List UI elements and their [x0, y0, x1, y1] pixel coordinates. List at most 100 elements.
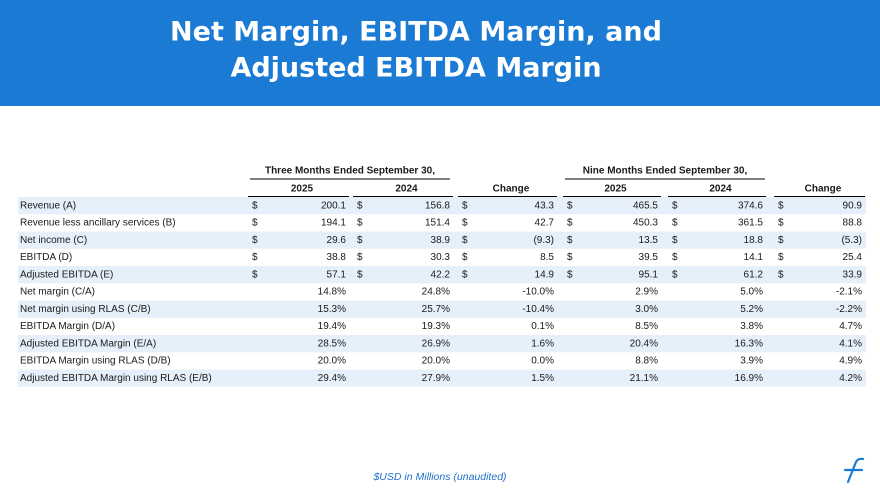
currency-symbol: $	[462, 269, 468, 280]
row-label: Adjusted EBITDA Margin (E/A)	[20, 338, 156, 349]
column-header: 2024	[395, 184, 418, 195]
cell-value: 4.7%	[839, 321, 862, 332]
cell-value: -2.1%	[836, 287, 862, 298]
cell-value: 18.8	[744, 235, 764, 246]
cell-value: 20.0%	[318, 356, 346, 367]
cell-value: 194.1	[321, 218, 346, 229]
row-label: Revenue less ancillary services (B)	[20, 218, 176, 229]
cell-value: 4.1%	[839, 338, 862, 349]
currency-symbol: $	[567, 218, 573, 229]
cell-value: 151.4	[425, 218, 450, 229]
cell-value: 200.1	[321, 200, 346, 211]
cell-value: 5.0%	[740, 287, 763, 298]
cell-value: -10.0%	[522, 287, 554, 298]
cell-value: 14.8%	[318, 287, 346, 298]
row-label: Net margin (C/A)	[20, 287, 95, 298]
currency-symbol: $	[252, 235, 258, 246]
cell-value: 8.5%	[635, 321, 658, 332]
cell-value: 3.0%	[635, 304, 658, 315]
currency-symbol: $	[672, 235, 678, 246]
currency-symbol: $	[567, 269, 573, 280]
cell-value: 8.8%	[635, 356, 658, 367]
currency-symbol: $	[672, 269, 678, 280]
currency-symbol: $	[252, 252, 258, 263]
currency-symbol: $	[778, 218, 784, 229]
cell-value: 4.9%	[839, 356, 862, 367]
column-header: 2025	[291, 184, 314, 195]
cell-value: 27.9%	[422, 373, 450, 384]
cell-value: 95.1	[639, 269, 659, 280]
cell-value: 361.5	[738, 218, 763, 229]
cell-value: 5.2%	[740, 304, 763, 315]
row-shade	[18, 335, 866, 353]
cell-value: 29.4%	[318, 373, 346, 384]
cell-value: 33.9	[843, 269, 863, 280]
column-header: 2024	[709, 184, 732, 195]
currency-symbol: $	[357, 200, 363, 211]
cell-value: 14.9	[535, 269, 555, 280]
column-header: Change	[493, 184, 530, 195]
row-shade	[18, 369, 866, 387]
cell-value: 156.8	[425, 200, 450, 211]
cell-value: 20.4%	[630, 338, 658, 349]
cell-value: 57.1	[327, 269, 347, 280]
row-shade	[18, 266, 866, 284]
group-header: Three Months Ended September 30,	[265, 166, 435, 177]
cell-value: 15.3%	[318, 304, 346, 315]
column-header: 2025	[604, 184, 627, 195]
currency-symbol: $	[252, 269, 258, 280]
currency-symbol: $	[672, 252, 678, 263]
row-label: EBITDA (D)	[20, 252, 72, 263]
cell-value: 20.0%	[422, 356, 450, 367]
cell-value: 8.5	[540, 252, 554, 263]
cell-value: 61.2	[744, 269, 764, 280]
currency-symbol: $	[778, 200, 784, 211]
cell-value: 28.5%	[318, 338, 346, 349]
cell-value: 465.5	[633, 200, 658, 211]
cell-value: 2.9%	[635, 287, 658, 298]
cell-value: 26.9%	[422, 338, 450, 349]
cell-value: 42.7	[535, 218, 555, 229]
currency-symbol: $	[462, 235, 468, 246]
cell-value: (9.3)	[533, 235, 554, 246]
cell-value: 25.7%	[422, 304, 450, 315]
header-band	[0, 0, 880, 106]
footer-note: $USD in Millions (unaudited)	[372, 471, 506, 483]
cell-value: 4.2%	[839, 373, 862, 384]
cell-value: 1.6%	[531, 338, 554, 349]
currency-symbol: $	[778, 235, 784, 246]
logo-stroke	[846, 457, 865, 484]
row-label: Adjusted EBITDA (E)	[20, 269, 113, 280]
row-shade	[18, 231, 866, 249]
currency-symbol: $	[567, 252, 573, 263]
currency-symbol: $	[672, 218, 678, 229]
cell-value: 16.3%	[735, 338, 763, 349]
cell-value: 38.8	[327, 252, 347, 263]
row-label: Revenue (A)	[20, 200, 76, 211]
cell-value: 19.4%	[318, 321, 346, 332]
currency-symbol: $	[672, 200, 678, 211]
cell-value: 14.1	[744, 252, 764, 263]
currency-symbol: $	[462, 218, 468, 229]
column-header: Change	[805, 184, 842, 195]
cell-value: 21.1%	[630, 373, 658, 384]
currency-symbol: $	[778, 269, 784, 280]
cell-value: 43.3	[535, 200, 555, 211]
cell-value: 38.9	[431, 235, 451, 246]
cell-value: 19.3%	[422, 321, 450, 332]
title-line: Adjusted EBITDA Margin	[230, 53, 601, 84]
cell-value: 450.3	[633, 218, 658, 229]
group-header: Nine Months Ended September 30,	[583, 166, 748, 177]
currency-symbol: $	[462, 252, 468, 263]
cell-value: 88.8	[843, 218, 863, 229]
cell-value: 24.8%	[422, 287, 450, 298]
table: Three Months Ended September 30, Nine Mon…	[18, 166, 866, 387]
currency-symbol: $	[252, 218, 258, 229]
cell-value: 42.2	[431, 269, 451, 280]
cell-value: 1.5%	[531, 373, 554, 384]
cell-value: 0.0%	[531, 356, 554, 367]
row-label: Adjusted EBITDA Margin using RLAS (E/B)	[20, 373, 212, 384]
row-label: EBITDA Margin (D/A)	[20, 321, 115, 332]
cell-value: -2.2%	[836, 304, 862, 315]
